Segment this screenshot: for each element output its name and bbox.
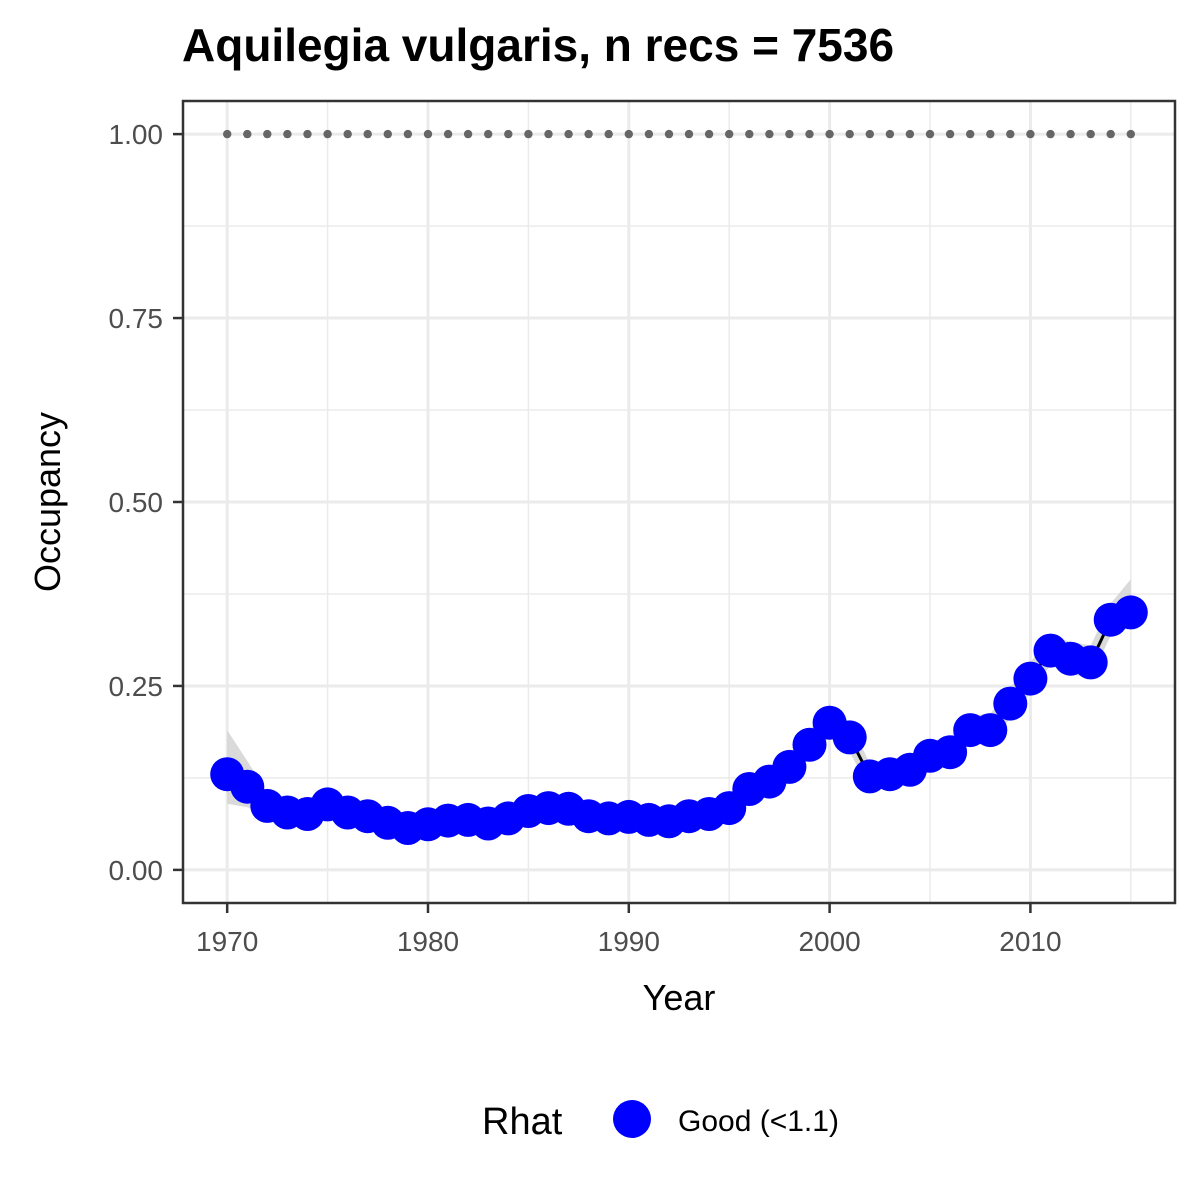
reference-dot: [243, 129, 252, 139]
reference-dot: [504, 129, 513, 139]
reference-dot: [443, 129, 453, 139]
reference-dot: [403, 129, 413, 139]
reference-dot: [1106, 129, 1115, 139]
legend-title: Rhat: [482, 1101, 563, 1143]
reference-dot: [684, 129, 694, 139]
x-tick-label: 1990: [598, 926, 660, 957]
reference-dot: [524, 129, 533, 139]
reference-dot: [544, 129, 553, 139]
y-axis-ticks: 0.00 0.25 0.50 0.75 1.00: [109, 119, 183, 886]
legend: Rhat Good (<1.1): [482, 1100, 839, 1143]
reference-dot: [423, 129, 433, 139]
reference-dot: [785, 129, 794, 139]
reference-dot: [644, 129, 654, 139]
reference-dot: [343, 129, 352, 139]
reference-dot: [704, 129, 714, 139]
y-tick-label: 0.75: [109, 303, 164, 334]
reference-dot: [664, 129, 674, 139]
reference-dot: [223, 129, 232, 139]
reference-dot: [1086, 129, 1095, 139]
reference-dot: [383, 129, 392, 139]
reference-dot: [725, 129, 734, 139]
y-axis-title: Occupancy: [27, 412, 68, 592]
data-point: [1073, 645, 1108, 680]
legend-key-good: [613, 1100, 651, 1138]
reference-dot: [263, 129, 272, 139]
reference-line: [223, 129, 1136, 139]
reference-dot: [564, 129, 573, 139]
x-tick-label: 1980: [397, 926, 459, 957]
x-axis-ticks: 1970 1980 1990 2000 2010: [196, 903, 1062, 957]
data-point: [772, 749, 807, 784]
y-tick-label: 0.25: [109, 671, 164, 702]
reference-dot: [283, 129, 292, 139]
reference-dot: [885, 129, 895, 139]
data-point: [792, 727, 827, 762]
reference-dot: [323, 129, 332, 139]
chart-title: Aquilegia vulgaris, n recs = 7536: [182, 19, 895, 71]
reference-dot: [765, 129, 774, 139]
reference-dot: [1126, 129, 1136, 139]
data-point: [993, 686, 1028, 721]
data-point: [933, 735, 968, 770]
x-axis-title: Year: [643, 977, 716, 1018]
y-tick-label: 0.00: [109, 855, 164, 886]
data-point: [1113, 595, 1148, 630]
data-points: [210, 595, 1148, 845]
reference-dot: [945, 129, 955, 139]
reference-dot: [1026, 129, 1035, 139]
x-tick-label: 1970: [196, 926, 258, 957]
legend-label-good: Good (<1.1): [678, 1105, 839, 1138]
reference-dot: [1066, 129, 1075, 139]
data-point: [973, 713, 1008, 748]
reference-dot: [1006, 129, 1015, 139]
reference-dot: [825, 129, 834, 139]
reference-dot: [845, 129, 854, 139]
reference-dot: [925, 129, 935, 139]
reference-dot: [303, 129, 312, 139]
reference-dot: [584, 129, 593, 139]
reference-dot: [805, 129, 814, 139]
reference-dot: [1046, 129, 1055, 139]
reference-dot: [905, 129, 915, 139]
x-tick-label: 2000: [798, 926, 860, 957]
y-tick-label: 1.00: [109, 119, 164, 150]
reference-dot: [463, 129, 473, 139]
reference-dot: [966, 129, 975, 139]
reference-dot: [745, 129, 754, 139]
reference-dot: [484, 129, 493, 139]
data-point: [832, 720, 867, 755]
reference-dot: [363, 129, 372, 139]
reference-dot: [604, 129, 613, 139]
reference-dot: [624, 129, 633, 139]
data-point: [1013, 661, 1048, 696]
y-tick-label: 0.50: [109, 487, 164, 518]
x-tick-label: 2010: [999, 926, 1061, 957]
reference-dot: [986, 129, 995, 139]
grid-lines: [183, 101, 1175, 903]
reference-dot: [865, 129, 874, 139]
